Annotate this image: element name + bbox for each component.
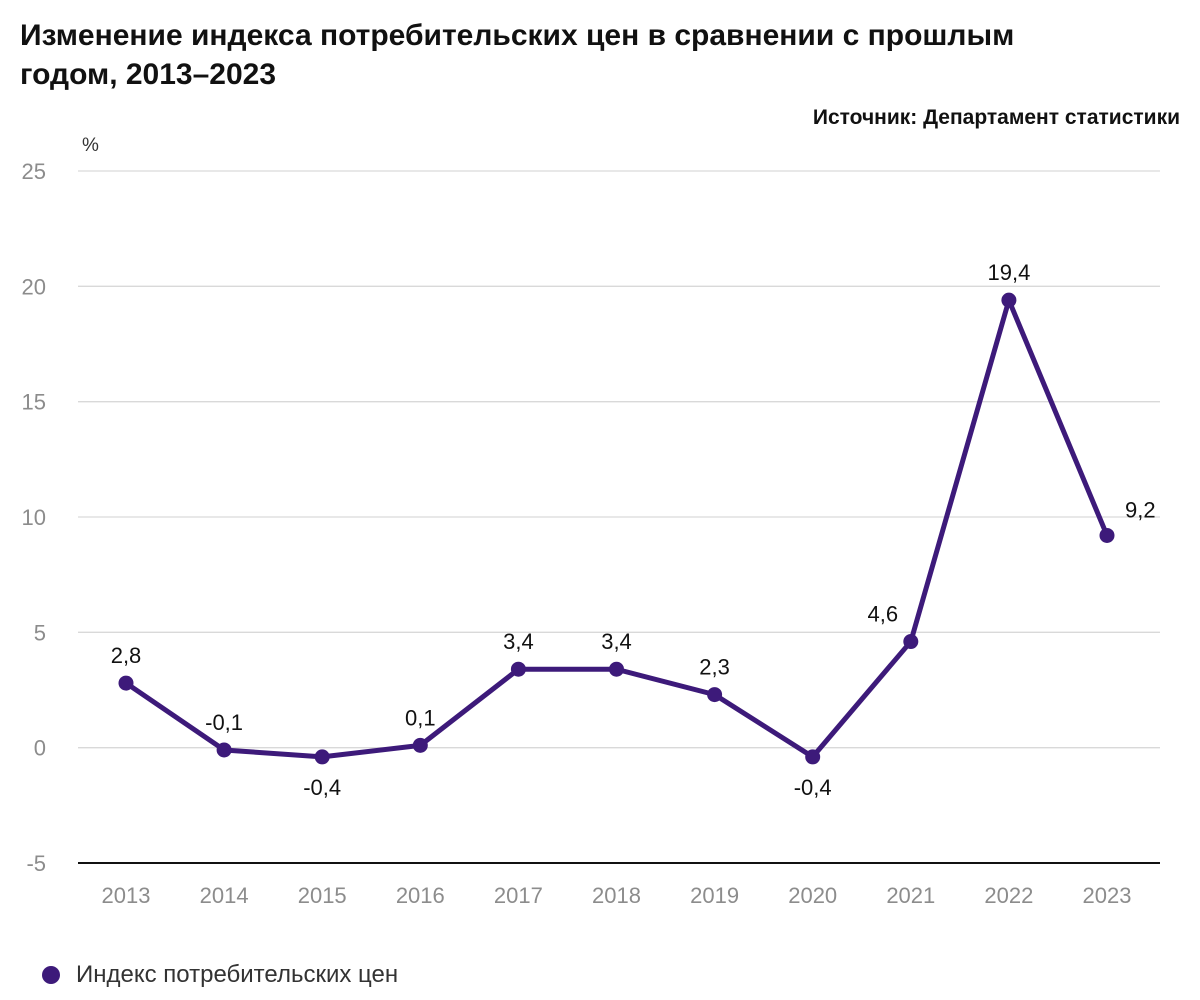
legend: Индекс потребительских цен [42, 958, 398, 992]
data-label: 19,4 [987, 260, 1030, 285]
y-tick-label: 20 [22, 274, 46, 299]
x-tick-label: 2015 [298, 883, 347, 908]
y-tick-label: 5 [34, 620, 46, 645]
series-layer [118, 292, 1115, 765]
data-point [314, 749, 330, 765]
y-tick-label: 10 [22, 505, 46, 530]
x-tick-label: 2014 [200, 883, 249, 908]
y-tick-label: 25 [22, 159, 46, 184]
data-label: 2,3 [699, 655, 730, 680]
data-point [412, 737, 428, 753]
data-point [903, 634, 919, 650]
y-tick-labels: -5 0 5 10 15 20 25 [22, 159, 46, 876]
chart-title: Изменение индекса потребительских цен в … [20, 19, 1015, 91]
data-label: 3,4 [503, 629, 534, 654]
y-tick-label: 0 [34, 736, 46, 761]
data-label: -0,1 [205, 710, 243, 735]
data-label: 2,8 [111, 643, 142, 668]
x-tick-label: 2023 [1083, 883, 1132, 908]
data-point [1099, 527, 1115, 543]
x-tick-label: 2021 [886, 883, 935, 908]
series-line [123, 297, 1110, 760]
data-point [1001, 292, 1017, 308]
data-label: -0,4 [794, 775, 832, 800]
data-point [609, 661, 624, 677]
source-note: Источник: Департамент статистики [812, 106, 1180, 129]
data-point [216, 742, 232, 758]
y-axis-label: % [82, 135, 99, 156]
data-label: 9,2 [1125, 497, 1156, 522]
x-tick-labels: 2013 2014 2015 2016 2017 2018 2019 2020 2021 2022… [102, 883, 1132, 908]
data-label: 4,6 [868, 602, 899, 627]
data-labels: 2,8 -0,1 -0,4 0,1 3,4 3,4 2,3 -0,4 4,6 19,4 9,2 [111, 260, 1156, 800]
data-label: -0,4 [303, 775, 341, 800]
data-label: 3,4 [601, 629, 632, 654]
y-tick-label: -5 [26, 851, 46, 876]
y-tick-label: 15 [22, 390, 46, 415]
x-tick-label: 2017 [494, 883, 543, 908]
x-tick-label: 2016 [396, 883, 445, 908]
x-tick-label: 2022 [984, 883, 1033, 908]
data-point [805, 749, 821, 765]
data-point [118, 675, 134, 691]
x-tick-label: 2018 [592, 883, 641, 908]
x-tick-label: 2019 [690, 883, 739, 908]
legend-label: Индекс потребительских цен [76, 961, 399, 988]
data-point [510, 661, 526, 677]
x-tick-label: 2013 [102, 883, 151, 908]
data-point [707, 687, 723, 703]
legend-marker [42, 966, 60, 984]
x-tick-label: 2020 [788, 883, 837, 908]
data-label: 0,1 [405, 705, 436, 730]
